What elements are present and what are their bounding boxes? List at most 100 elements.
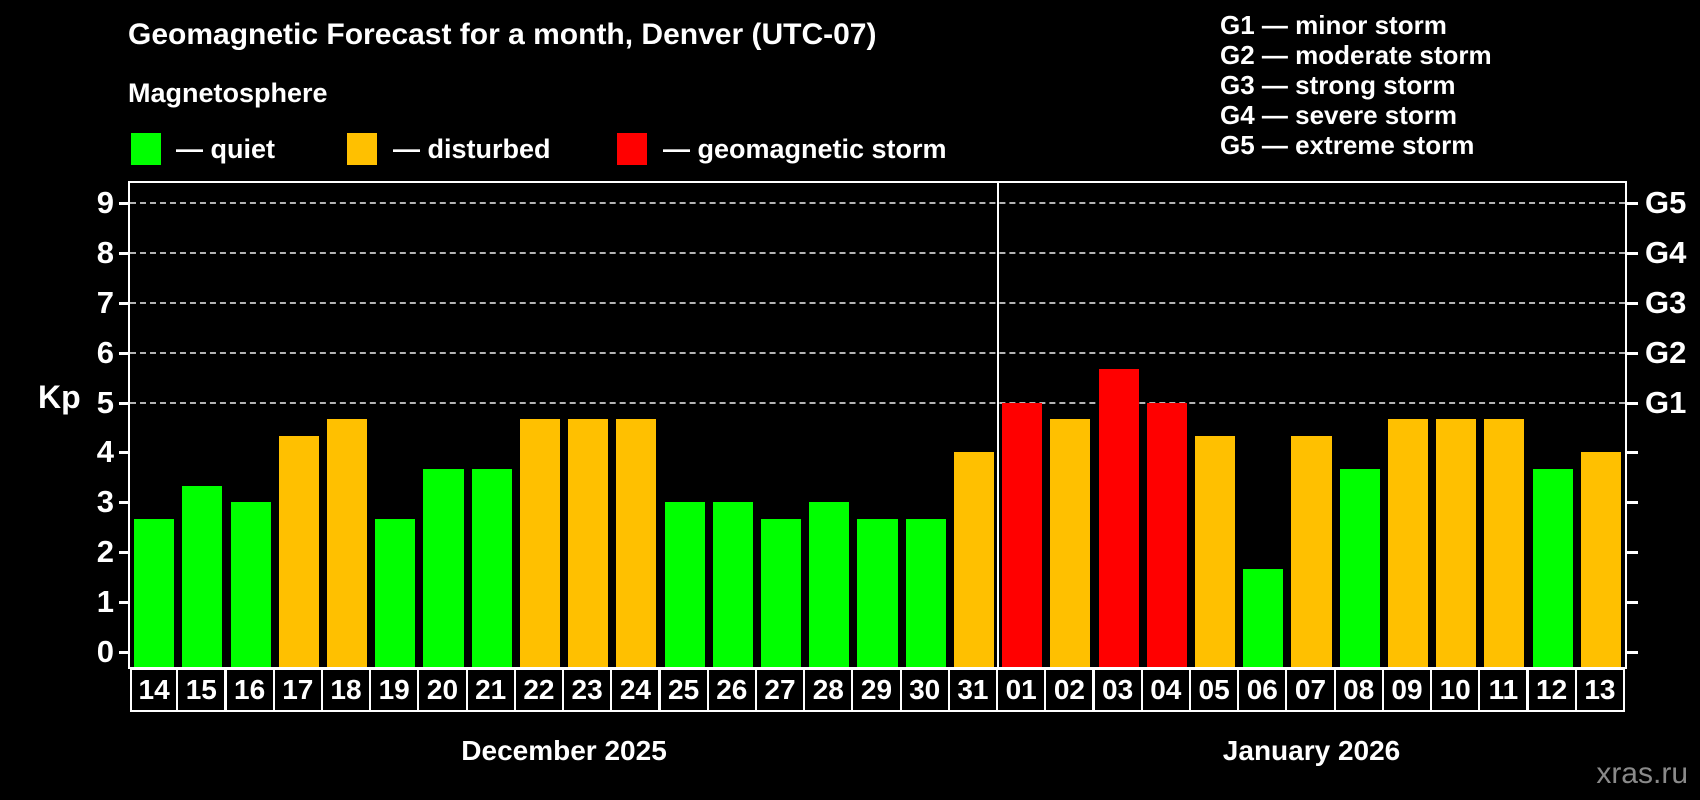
- kp-axis-label: Kp: [38, 379, 81, 415]
- g3-legend-line: G3 — strong storm: [1220, 70, 1456, 100]
- g2-legend-line: G2 — moderate storm: [1220, 40, 1492, 70]
- y-tick-5: [119, 401, 130, 405]
- g5-legend-line: G5 — extreme storm: [1220, 130, 1475, 160]
- bar-day-22: [519, 419, 560, 667]
- day-label-07: 07: [1285, 668, 1336, 712]
- day-label-02: 02: [1044, 668, 1095, 712]
- day-label-24: 24: [610, 668, 661, 712]
- y-tick-label-0: 0: [96, 634, 114, 669]
- day-label-05: 05: [1189, 668, 1240, 712]
- bar-day-13: [1580, 452, 1621, 667]
- day-label-03: 03: [1092, 668, 1143, 712]
- day-label-29: 29: [851, 668, 902, 712]
- bar-day-21: [471, 468, 512, 667]
- storm-legend-swatch: [617, 133, 647, 165]
- right-tick-7: [1625, 301, 1638, 305]
- bar-day-30: [905, 518, 946, 667]
- bar-day-28: [809, 502, 850, 667]
- day-label-26: 26: [706, 668, 757, 712]
- bar-day-08: [1339, 468, 1380, 667]
- y-tick-label-4: 4: [96, 434, 114, 470]
- watermark: xras.ru: [1596, 757, 1688, 790]
- bar-day-14: [134, 518, 175, 667]
- right-tick-6: [1625, 351, 1638, 355]
- y-tick-label-8: 8: [96, 234, 114, 270]
- day-label-23: 23: [562, 668, 613, 712]
- day-label-08: 08: [1333, 668, 1384, 712]
- month-label-december: December 2025: [461, 735, 667, 766]
- chart-subtitle: Magnetosphere: [128, 78, 328, 108]
- day-label-04: 04: [1140, 668, 1191, 712]
- quiet-legend-swatch: [131, 133, 161, 165]
- bar-day-01: [1002, 402, 1043, 667]
- day-label-30: 30: [899, 668, 950, 712]
- bar-day-07: [1291, 436, 1332, 667]
- day-label-16: 16: [224, 668, 275, 712]
- quiet-legend-label: — quiet: [176, 134, 275, 164]
- day-label-11: 11: [1478, 668, 1529, 712]
- bar-day-24: [616, 419, 657, 667]
- y-tick-label-7: 7: [96, 284, 114, 320]
- bar-day-02: [1050, 419, 1091, 667]
- disturbed-legend-swatch: [347, 133, 377, 165]
- day-label-13: 13: [1574, 668, 1625, 712]
- bar-day-06: [1243, 568, 1284, 667]
- right-tick-3: [1625, 501, 1638, 505]
- bar-day-25: [664, 502, 705, 667]
- y-tick-1: [119, 601, 130, 605]
- right-tick-4: [1625, 451, 1638, 455]
- right-tick-2: [1625, 551, 1638, 555]
- bar-day-04: [1146, 402, 1187, 667]
- g-axis-label-G1: G1: [1645, 384, 1687, 420]
- y-tick-4: [119, 451, 130, 455]
- g-axis-label-G3: G3: [1645, 284, 1687, 320]
- day-label-21: 21: [465, 668, 516, 712]
- y-tick-6: [119, 351, 130, 355]
- bar-day-31: [953, 452, 994, 667]
- y-tick-9: [119, 202, 130, 205]
- gridline-kp-5: [130, 401, 1625, 404]
- g-axis-label-G4: G4: [1645, 234, 1687, 270]
- bar-day-09: [1387, 419, 1429, 667]
- bar-day-26: [712, 502, 753, 667]
- y-tick-8: [119, 251, 130, 255]
- y-tick-label-2: 2: [96, 534, 114, 570]
- bar-day-27: [760, 518, 802, 667]
- gridline-kp-6: [130, 351, 1625, 354]
- bar-day-19: [375, 518, 416, 667]
- right-tick-9: [1625, 202, 1638, 205]
- g-axis-label-G2: G2: [1645, 334, 1687, 370]
- day-label-12: 12: [1526, 668, 1577, 712]
- bar-day-10: [1436, 419, 1477, 667]
- bar-day-18: [326, 419, 368, 667]
- day-label-17: 17: [272, 668, 323, 712]
- bar-day-17: [278, 436, 319, 667]
- day-label-22: 22: [513, 668, 564, 712]
- status-legend: — quiet — disturbed — geomagnetic storm: [0, 131, 1000, 167]
- bar-day-20: [423, 468, 464, 667]
- gridline-kp-7: [130, 301, 1625, 304]
- right-tick-8: [1625, 251, 1638, 255]
- bar-day-05: [1195, 436, 1236, 667]
- y-tick-label-5: 5: [96, 384, 114, 420]
- bar-day-15: [182, 485, 223, 667]
- y-tick-3: [119, 501, 130, 505]
- storm-legend-label: — geomagnetic storm: [663, 134, 947, 164]
- right-tick-0: [1625, 651, 1638, 654]
- bar-day-29: [857, 518, 898, 667]
- y-tick-label-1: 1: [96, 584, 114, 620]
- bar-day-23: [568, 419, 609, 667]
- g1-legend-line: G1 — minor storm: [1220, 10, 1447, 40]
- day-label-27: 27: [754, 668, 806, 712]
- plot-frame: [128, 181, 1627, 669]
- bar-day-12: [1532, 468, 1573, 667]
- disturbed-legend-label: — disturbed: [393, 134, 551, 164]
- day-label-15: 15: [176, 668, 227, 712]
- page-title: Geomagnetic Forecast for a month, Denver…: [128, 18, 877, 51]
- day-label-18: 18: [320, 668, 372, 712]
- y-tick-2: [119, 551, 130, 555]
- day-label-25: 25: [658, 668, 709, 712]
- bar-day-16: [230, 502, 271, 667]
- y-tick-label-6: 6: [96, 334, 114, 370]
